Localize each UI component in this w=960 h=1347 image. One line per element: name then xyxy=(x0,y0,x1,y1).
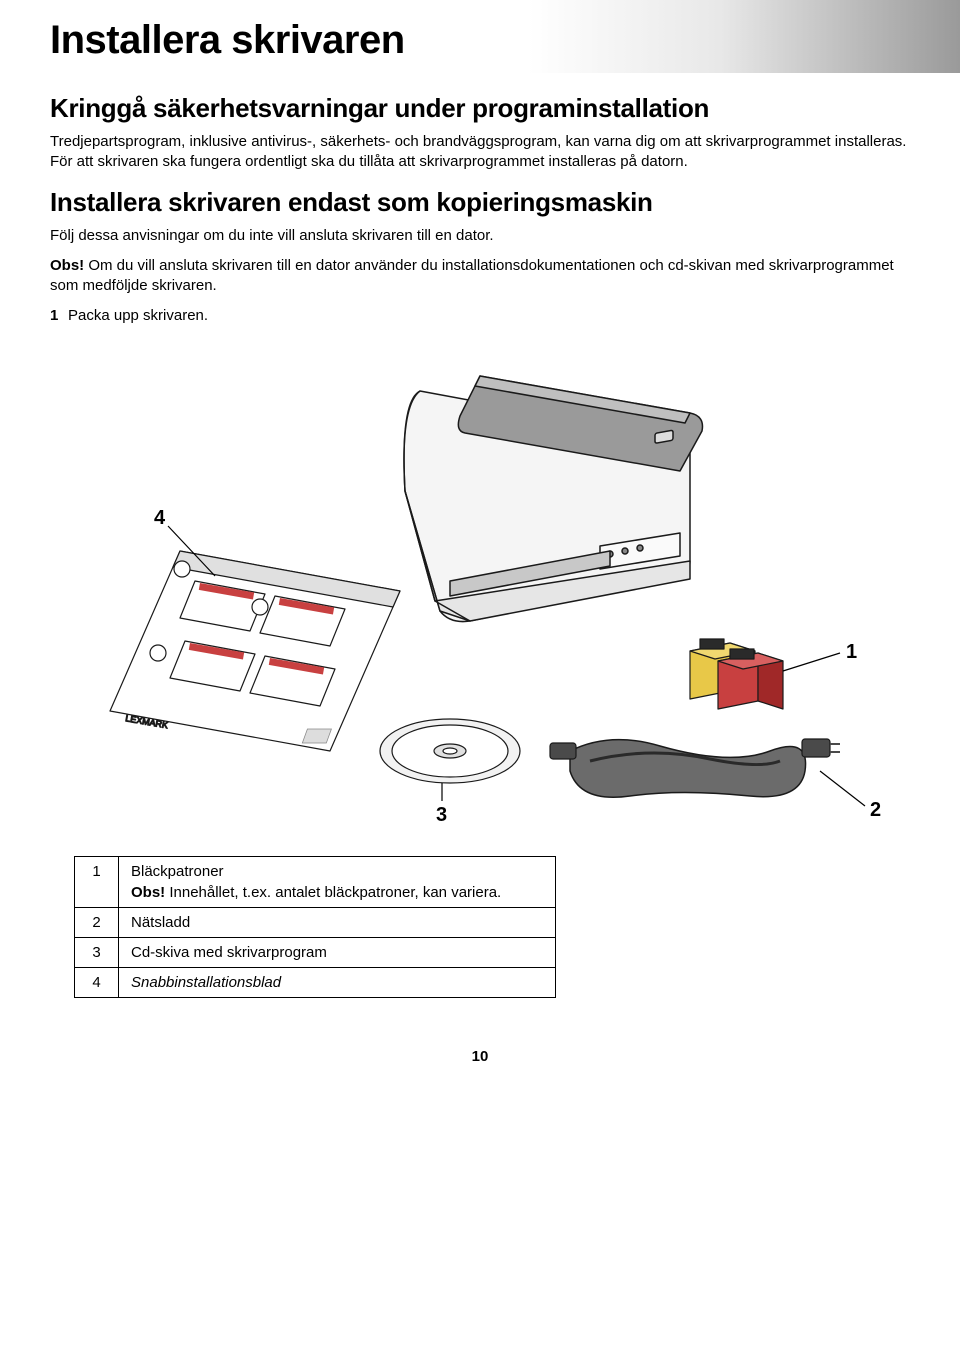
legend-num: 2 xyxy=(75,907,119,937)
step-1: 1Packa upp skrivaren. xyxy=(50,306,910,326)
section2-note: Obs! Om du vill ansluta skrivaren till e… xyxy=(50,256,910,297)
legend-note-text: Innehållet, t.ex. antalet bläckpatroner,… xyxy=(165,884,501,901)
page-title: Installera skrivaren xyxy=(50,18,910,63)
page-number: 10 xyxy=(50,1048,910,1065)
section2-heading: Installera skrivaren endast som kopierin… xyxy=(50,187,910,218)
legend-desc: Bläckpatroner Obs! Innehållet, t.ex. ant… xyxy=(119,856,556,907)
table-row: 4 Snabbinstallationsblad xyxy=(75,967,556,997)
header-band: Installera skrivaren xyxy=(0,0,960,73)
step-text: Packa upp skrivaren. xyxy=(68,307,208,324)
table-row: 1 Bläckpatroner Obs! Innehållet, t.ex. a… xyxy=(75,856,556,907)
install-sheet-illustration: LEXMARK xyxy=(110,551,400,751)
legend-label: Bläckpatroner xyxy=(131,863,224,880)
callout-2: 2 xyxy=(870,799,881,821)
legend-desc: Snabbinstallationsblad xyxy=(119,967,556,997)
note-label: Obs! xyxy=(50,257,84,274)
section2-intro: Följ dessa anvisningar om du inte vill a… xyxy=(50,226,910,246)
section1-paragraph: Tredjepartsprogram, inklusive antivirus-… xyxy=(50,132,910,173)
note-text: Om du vill ansluta skrivaren till en dat… xyxy=(50,257,894,294)
callout-1: 1 xyxy=(846,641,857,663)
table-row: 2 Nätsladd xyxy=(75,907,556,937)
unpack-diagram: LEXMARK xyxy=(50,351,910,831)
ink-cartridges-illustration xyxy=(690,639,783,709)
callout-4: 4 xyxy=(154,507,166,529)
legend-num: 4 xyxy=(75,967,119,997)
legend-num: 1 xyxy=(75,856,119,907)
power-cord-illustration xyxy=(550,739,840,797)
step-number: 1 xyxy=(50,306,68,326)
callout-3: 3 xyxy=(436,804,447,826)
legend-note-label: Obs! xyxy=(131,884,165,901)
legend-table: 1 Bläckpatroner Obs! Innehållet, t.ex. a… xyxy=(74,856,556,998)
legend-desc: Nätsladd xyxy=(119,907,556,937)
section1-heading: Kringgå säkerhetsvarningar under program… xyxy=(50,93,910,124)
legend-num: 3 xyxy=(75,937,119,967)
printer-illustration xyxy=(404,376,703,622)
table-row: 3 Cd-skiva med skrivarprogram xyxy=(75,937,556,967)
legend-label-italic: Snabbinstallationsblad xyxy=(131,974,281,991)
legend-desc: Cd-skiva med skrivarprogram xyxy=(119,937,556,967)
